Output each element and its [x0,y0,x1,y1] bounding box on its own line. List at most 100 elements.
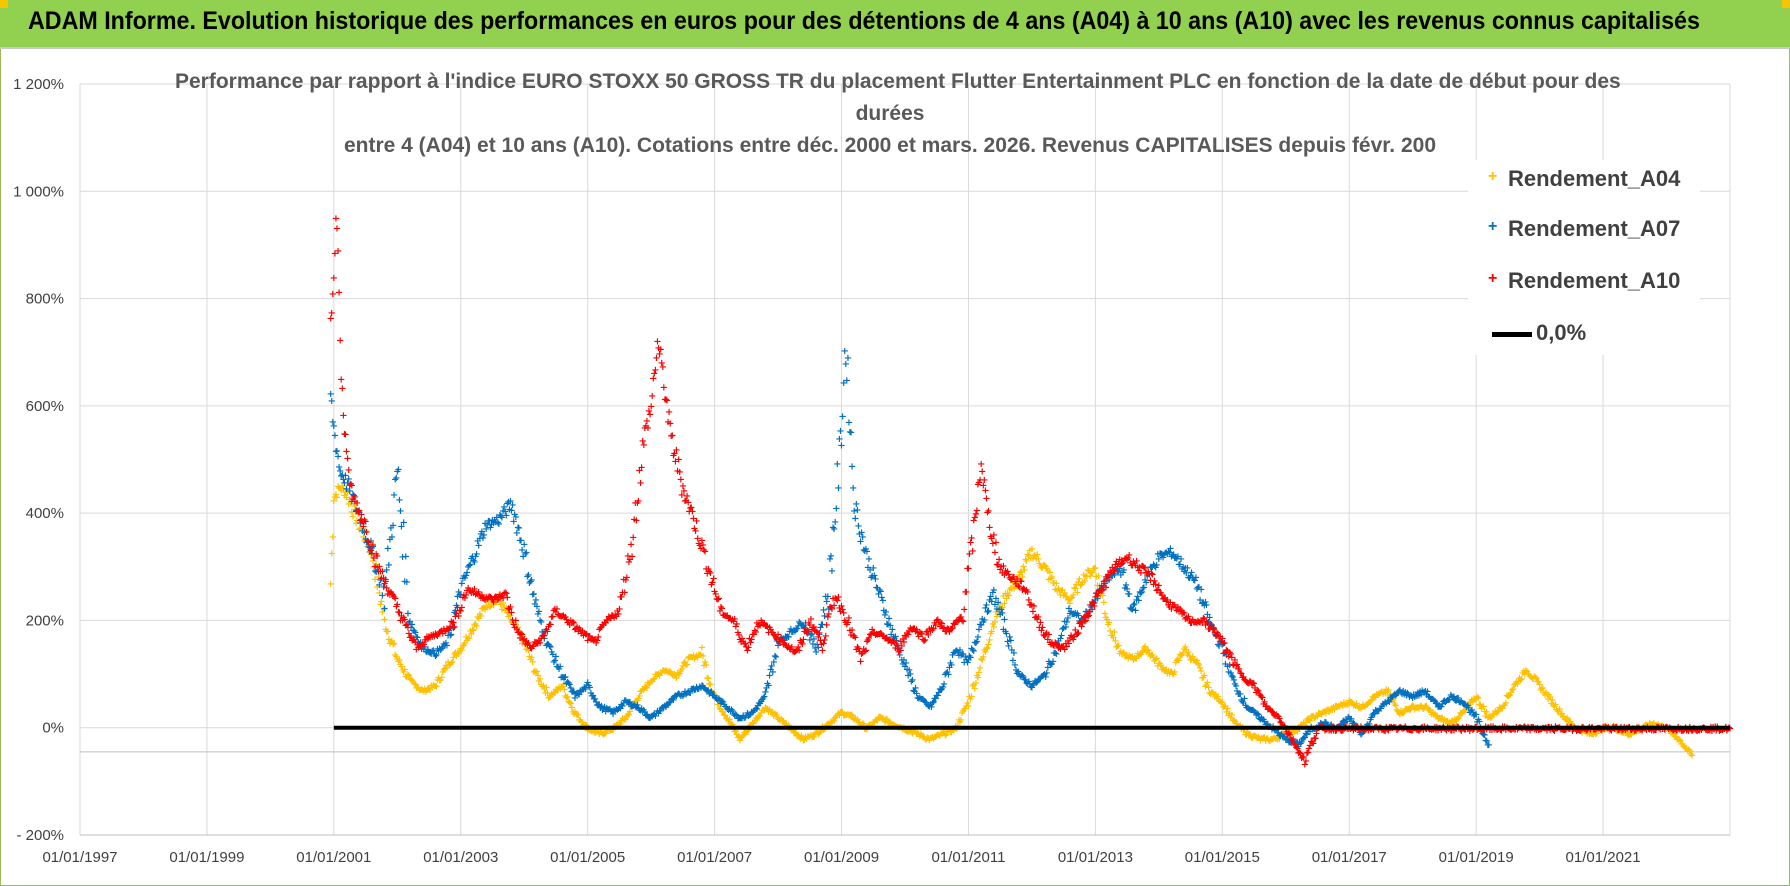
data-point: + [817,726,825,737]
data-point: + [358,524,366,535]
data-point: + [829,715,837,726]
data-point: + [859,718,867,729]
data-point: + [621,588,629,599]
data-point: + [825,720,833,731]
data-point: + [1000,615,1008,626]
data-point: + [328,396,336,407]
data-point: + [657,345,665,356]
data-point: + [499,598,507,609]
data-point: + [335,483,343,494]
data-point: + [527,575,535,586]
data-point: + [497,599,505,610]
data-point: + [412,683,420,694]
data-point: + [804,732,812,743]
data-point: + [722,714,730,725]
data-point: + [327,579,335,590]
data-point: + [629,700,637,711]
chart-legend: + Rendement_A04 + Rendement_A07 + Rendem… [1468,160,1700,355]
data-point: + [442,660,450,671]
data-point: + [613,719,621,730]
data-point: + [390,638,398,649]
x-tick-label: 01/01/2011 [931,849,1005,866]
data-point: + [563,692,571,703]
data-point: + [910,726,918,737]
data-point: + [345,465,353,476]
data-point: + [400,667,408,678]
data-point: + [368,540,376,551]
data-point: + [484,597,492,608]
data-point: + [945,724,953,735]
data-point: + [903,726,911,737]
data-point: + [480,603,488,614]
data-point: + [507,617,515,628]
data-point: + [962,701,970,712]
data-point: + [845,710,853,721]
data-point: + [453,647,461,658]
data-point: + [886,718,894,729]
data-point: + [929,734,937,745]
data-point: + [690,654,698,665]
data-point: + [595,729,603,740]
data-point: + [355,525,363,536]
data-point: + [773,710,781,721]
data-point: + [827,551,835,562]
data-point: + [709,573,717,584]
data-point: + [623,573,631,584]
data-point: + [908,729,916,740]
data-point: + [433,675,441,686]
data-point: + [1020,565,1028,576]
data-point: + [810,732,818,743]
y-tick-label: 800% [26,291,64,308]
data-point: + [959,706,967,717]
data-point: + [835,710,843,721]
data-point: + [993,611,1001,622]
data-point: + [478,603,486,614]
data-point: + [996,599,1004,610]
data-point: + [648,391,656,402]
data-point: + [383,627,391,638]
data-point: + [918,731,926,742]
data-point: + [782,719,790,730]
data-point: + [504,612,512,623]
data-point: + [691,652,699,663]
data-point: + [936,731,944,742]
x-tick-label: 01/01/2009 [804,849,879,866]
data-point: + [336,335,344,346]
data-point: + [465,633,473,644]
data-point: + [332,489,340,500]
data-point: + [402,552,410,563]
data-point: + [863,725,871,736]
data-point: + [668,670,676,681]
data-point: + [369,556,377,567]
data-point: + [963,698,971,709]
data-point: + [526,655,534,666]
data-point: + [869,718,877,729]
data-point: + [1002,594,1010,605]
data-point: + [658,668,666,679]
data-point: + [591,728,599,739]
data-point: + [844,709,852,720]
data-point: + [705,679,713,690]
data-point: + [720,710,728,721]
data-point: + [620,714,628,725]
data-point: + [1025,551,1033,562]
data-point: + [822,631,830,642]
data-point: + [844,353,852,364]
data-point: + [673,668,681,679]
data-point: + [942,730,950,741]
data-point: + [902,726,910,737]
data-point: + [775,715,783,726]
data-point: + [341,487,349,498]
data-point: + [974,673,982,684]
legend-label-zero: 0,0% [1536,320,1586,346]
data-point: + [492,597,500,608]
data-point: + [556,684,564,695]
data-point: + [769,707,777,718]
data-point: + [875,712,883,723]
data-point: + [979,652,987,663]
data-point: + [541,688,549,699]
data-point: + [574,710,582,721]
data-point: + [531,666,539,677]
data-point: + [969,546,977,557]
